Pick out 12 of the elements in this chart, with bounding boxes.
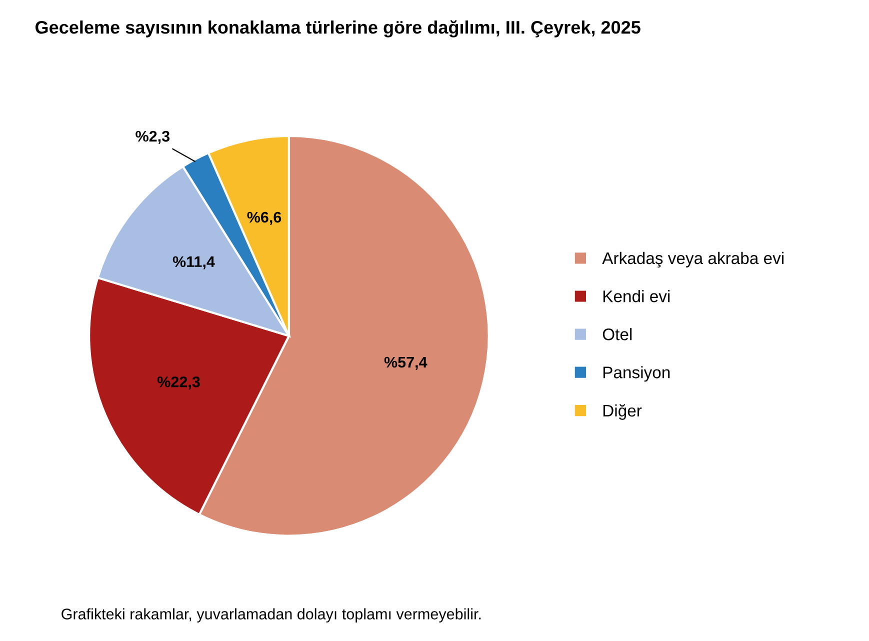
data-label: %57,4 xyxy=(384,356,428,370)
data-label: %11,4 xyxy=(172,256,215,270)
legend-label: Pansiyon xyxy=(603,366,670,382)
data-label: %2,3 xyxy=(136,130,170,144)
text: Grafikteki rakamlar, yuvarlamadan dolayı toplamı vermeyebilir. xyxy=(62,608,481,622)
legend-label: Kendi evi xyxy=(603,290,670,302)
legend-label: Diğer xyxy=(603,404,642,420)
chart-title: Geceleme sayısının konaklama türlerine göre dağılımı, III. Çeyrek, 2025 xyxy=(36,20,640,38)
legend-label: Otel xyxy=(602,328,632,340)
legend-label: Arkadaş veya akraba evi xyxy=(602,252,784,268)
data-label: %22,3 xyxy=(157,376,200,390)
data-label: %6,6 xyxy=(247,212,282,225)
